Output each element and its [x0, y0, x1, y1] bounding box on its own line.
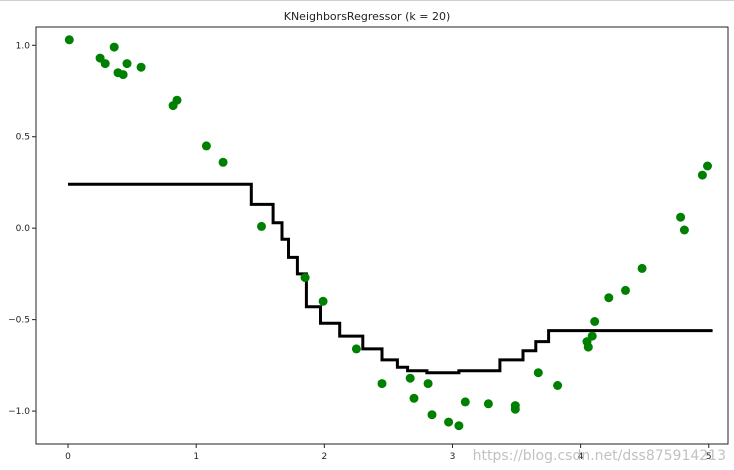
- data-point: [109, 42, 119, 52]
- x-tick-label: 2: [321, 452, 327, 462]
- scatter-layer: [64, 35, 712, 431]
- data-point: [172, 95, 182, 105]
- data-point: [583, 342, 593, 352]
- data-point: [218, 157, 228, 167]
- data-point: [510, 404, 520, 414]
- data-point: [351, 344, 361, 354]
- step-line-layer: [68, 182, 713, 375]
- data-point: [257, 221, 266, 231]
- y-tick-label: 0.5: [16, 133, 30, 143]
- data-point: [483, 399, 493, 409]
- data-point: [604, 293, 614, 303]
- data-point: [318, 296, 328, 306]
- data-point: [621, 285, 630, 295]
- data-point: [427, 410, 437, 420]
- data-point: [423, 379, 433, 389]
- data-point: [300, 273, 310, 283]
- data-point: [703, 161, 712, 171]
- data-point: [118, 70, 128, 80]
- y-tick-label: 0.0: [16, 224, 31, 234]
- x-tick-label: 4: [578, 452, 584, 462]
- data-point: [533, 368, 543, 378]
- chart-title: KNeighborsRegressor (k = 20): [284, 10, 451, 23]
- plot-frame: [35, 26, 729, 445]
- data-point: [444, 417, 454, 427]
- data-point: [587, 331, 597, 341]
- y-tick-label: 1.0: [16, 41, 31, 51]
- data-point: [122, 59, 132, 69]
- x-tick-label: 3: [450, 452, 456, 462]
- data-point: [409, 393, 419, 403]
- x-tick-label: 1: [193, 452, 199, 462]
- top-border: [0, 0, 734, 1]
- data-point: [136, 62, 146, 72]
- x-tick-label: 5: [706, 452, 712, 462]
- data-point: [697, 170, 707, 180]
- data-point: [454, 421, 464, 431]
- data-point: [676, 212, 686, 222]
- data-point: [590, 317, 600, 326]
- x-axis: 0 1 2 3 4 5: [65, 444, 712, 462]
- data-point: [460, 397, 470, 407]
- prediction-step-line: [68, 182, 713, 375]
- data-point: [405, 373, 415, 383]
- x-tick-label: 0: [65, 452, 71, 462]
- data-point: [201, 141, 211, 151]
- data-point: [100, 59, 110, 69]
- y-tick-label: −1.0: [8, 407, 30, 417]
- data-point: [637, 263, 647, 273]
- y-axis: −1.0 −0.5 0.0 0.5 1.0: [8, 41, 36, 417]
- data-point: [377, 379, 387, 389]
- data-point: [64, 35, 74, 45]
- data-point: [679, 225, 689, 235]
- y-tick-label: −0.5: [8, 316, 30, 326]
- data-point: [553, 381, 563, 390]
